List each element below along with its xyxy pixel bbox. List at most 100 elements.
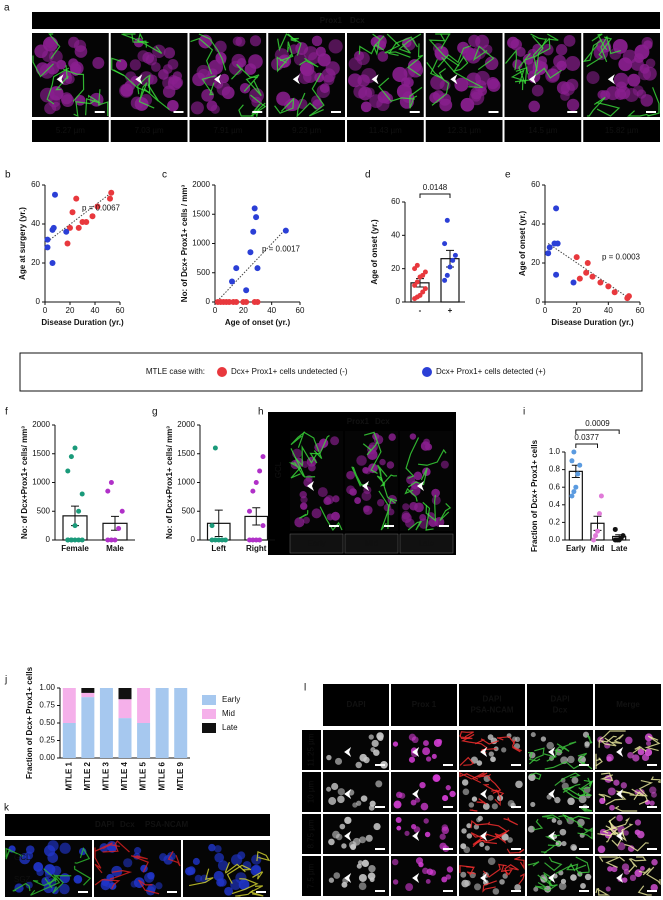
nucleus: [360, 101, 372, 113]
fiber: [380, 497, 398, 531]
fiber: [143, 84, 170, 111]
nucleus: [358, 882, 367, 891]
nucleus: [410, 799, 417, 806]
nucleus: [476, 817, 481, 823]
fiber: [624, 842, 649, 852]
y-tick-label: 40: [531, 219, 540, 228]
bar-segment: [118, 718, 132, 758]
nucleus: [302, 516, 310, 524]
nucleus: [474, 883, 482, 891]
panel-label: a: [4, 3, 10, 14]
nucleus: [365, 834, 373, 842]
fiber: [645, 866, 661, 886]
fiber: [288, 448, 305, 477]
nucleus: [344, 816, 352, 825]
p-value: p = 0.0017: [262, 244, 301, 253]
fiber: [532, 33, 559, 72]
channel-label: Prox1: [320, 16, 343, 25]
y-tick-label: 0.00: [39, 753, 55, 762]
nucleus: [629, 874, 637, 882]
data-point: [576, 275, 583, 282]
nucleus: [599, 797, 606, 805]
bar-segment: [81, 697, 95, 758]
arrowhead: [344, 747, 352, 757]
nucleus: [163, 47, 176, 59]
fiber: [527, 861, 540, 867]
nucleus: [328, 39, 343, 54]
fiber: [503, 817, 519, 826]
fiber: [362, 441, 378, 456]
fiber: [514, 856, 525, 871]
nucleus: [190, 101, 204, 115]
panel-label: k: [4, 803, 10, 814]
fiber: [476, 798, 487, 805]
nucleus: [151, 62, 161, 72]
fiber: [583, 777, 593, 787]
fiber: [256, 850, 271, 862]
row-header: [302, 772, 321, 812]
fiber: [579, 806, 593, 812]
data-point: [554, 240, 561, 247]
y-tick-label: 0.8: [549, 465, 561, 474]
trend-line: [218, 228, 287, 300]
nucleus: [333, 872, 341, 879]
fiber: [407, 520, 423, 531]
region-label: SGZ: [14, 875, 31, 884]
data-point: [89, 213, 96, 220]
y-axis-title: Age of onset (yr.): [518, 210, 527, 276]
nucleus: [551, 818, 557, 823]
nucleus: [566, 78, 579, 91]
nucleus: [468, 802, 475, 808]
nucleus: [487, 857, 496, 866]
nucleus: [171, 76, 184, 89]
depth-label: 12.31 µm: [447, 126, 481, 135]
nucleus: [368, 864, 376, 873]
data-point: [414, 279, 420, 285]
nucleus: [597, 845, 606, 854]
nucleus: [392, 66, 408, 82]
fiber: [121, 33, 163, 54]
nucleus: [461, 779, 469, 786]
legend-text: Dcx+ Prox1+ cells undetected (-): [231, 367, 348, 376]
data-point: [105, 537, 111, 543]
nucleus: [442, 795, 449, 802]
nucleus: [73, 874, 83, 884]
data-point: [591, 537, 597, 543]
fiber: [598, 793, 611, 801]
p-value: 0.0377: [574, 433, 599, 442]
column-label: DAPI: [346, 700, 365, 709]
fiber: [94, 847, 103, 874]
depth-box: [32, 120, 109, 142]
nucleus: [484, 56, 499, 71]
nucleus: [414, 502, 424, 513]
y-tick-label: 1000: [192, 239, 210, 248]
fiber: [556, 741, 577, 752]
legend-dot: [217, 367, 227, 377]
stage-box: [399, 533, 454, 554]
nucleus: [146, 886, 156, 896]
column-header: [595, 684, 661, 726]
nucleus: [420, 441, 431, 451]
data-point: [254, 265, 261, 272]
arrowhead: [480, 747, 488, 757]
fiber: [532, 35, 544, 78]
channel-label: DAPI: [95, 820, 114, 829]
fiber: [577, 752, 593, 770]
fiber: [109, 869, 133, 880]
column-label: DAPI: [550, 695, 569, 704]
fiber: [606, 826, 618, 843]
y-tick-label: 500: [197, 268, 211, 277]
nucleus: [353, 84, 368, 99]
fiber: [532, 818, 544, 831]
nucleus: [650, 883, 658, 892]
data-point: [68, 537, 74, 543]
nucleus: [466, 833, 473, 839]
data-point: [254, 299, 261, 305]
fiber: [459, 735, 473, 740]
fiber: [534, 881, 558, 892]
fiber: [46, 67, 70, 105]
nucleus: [546, 68, 560, 82]
nucleus: [584, 741, 590, 747]
nucleus: [483, 775, 491, 782]
nucleus: [106, 840, 118, 852]
